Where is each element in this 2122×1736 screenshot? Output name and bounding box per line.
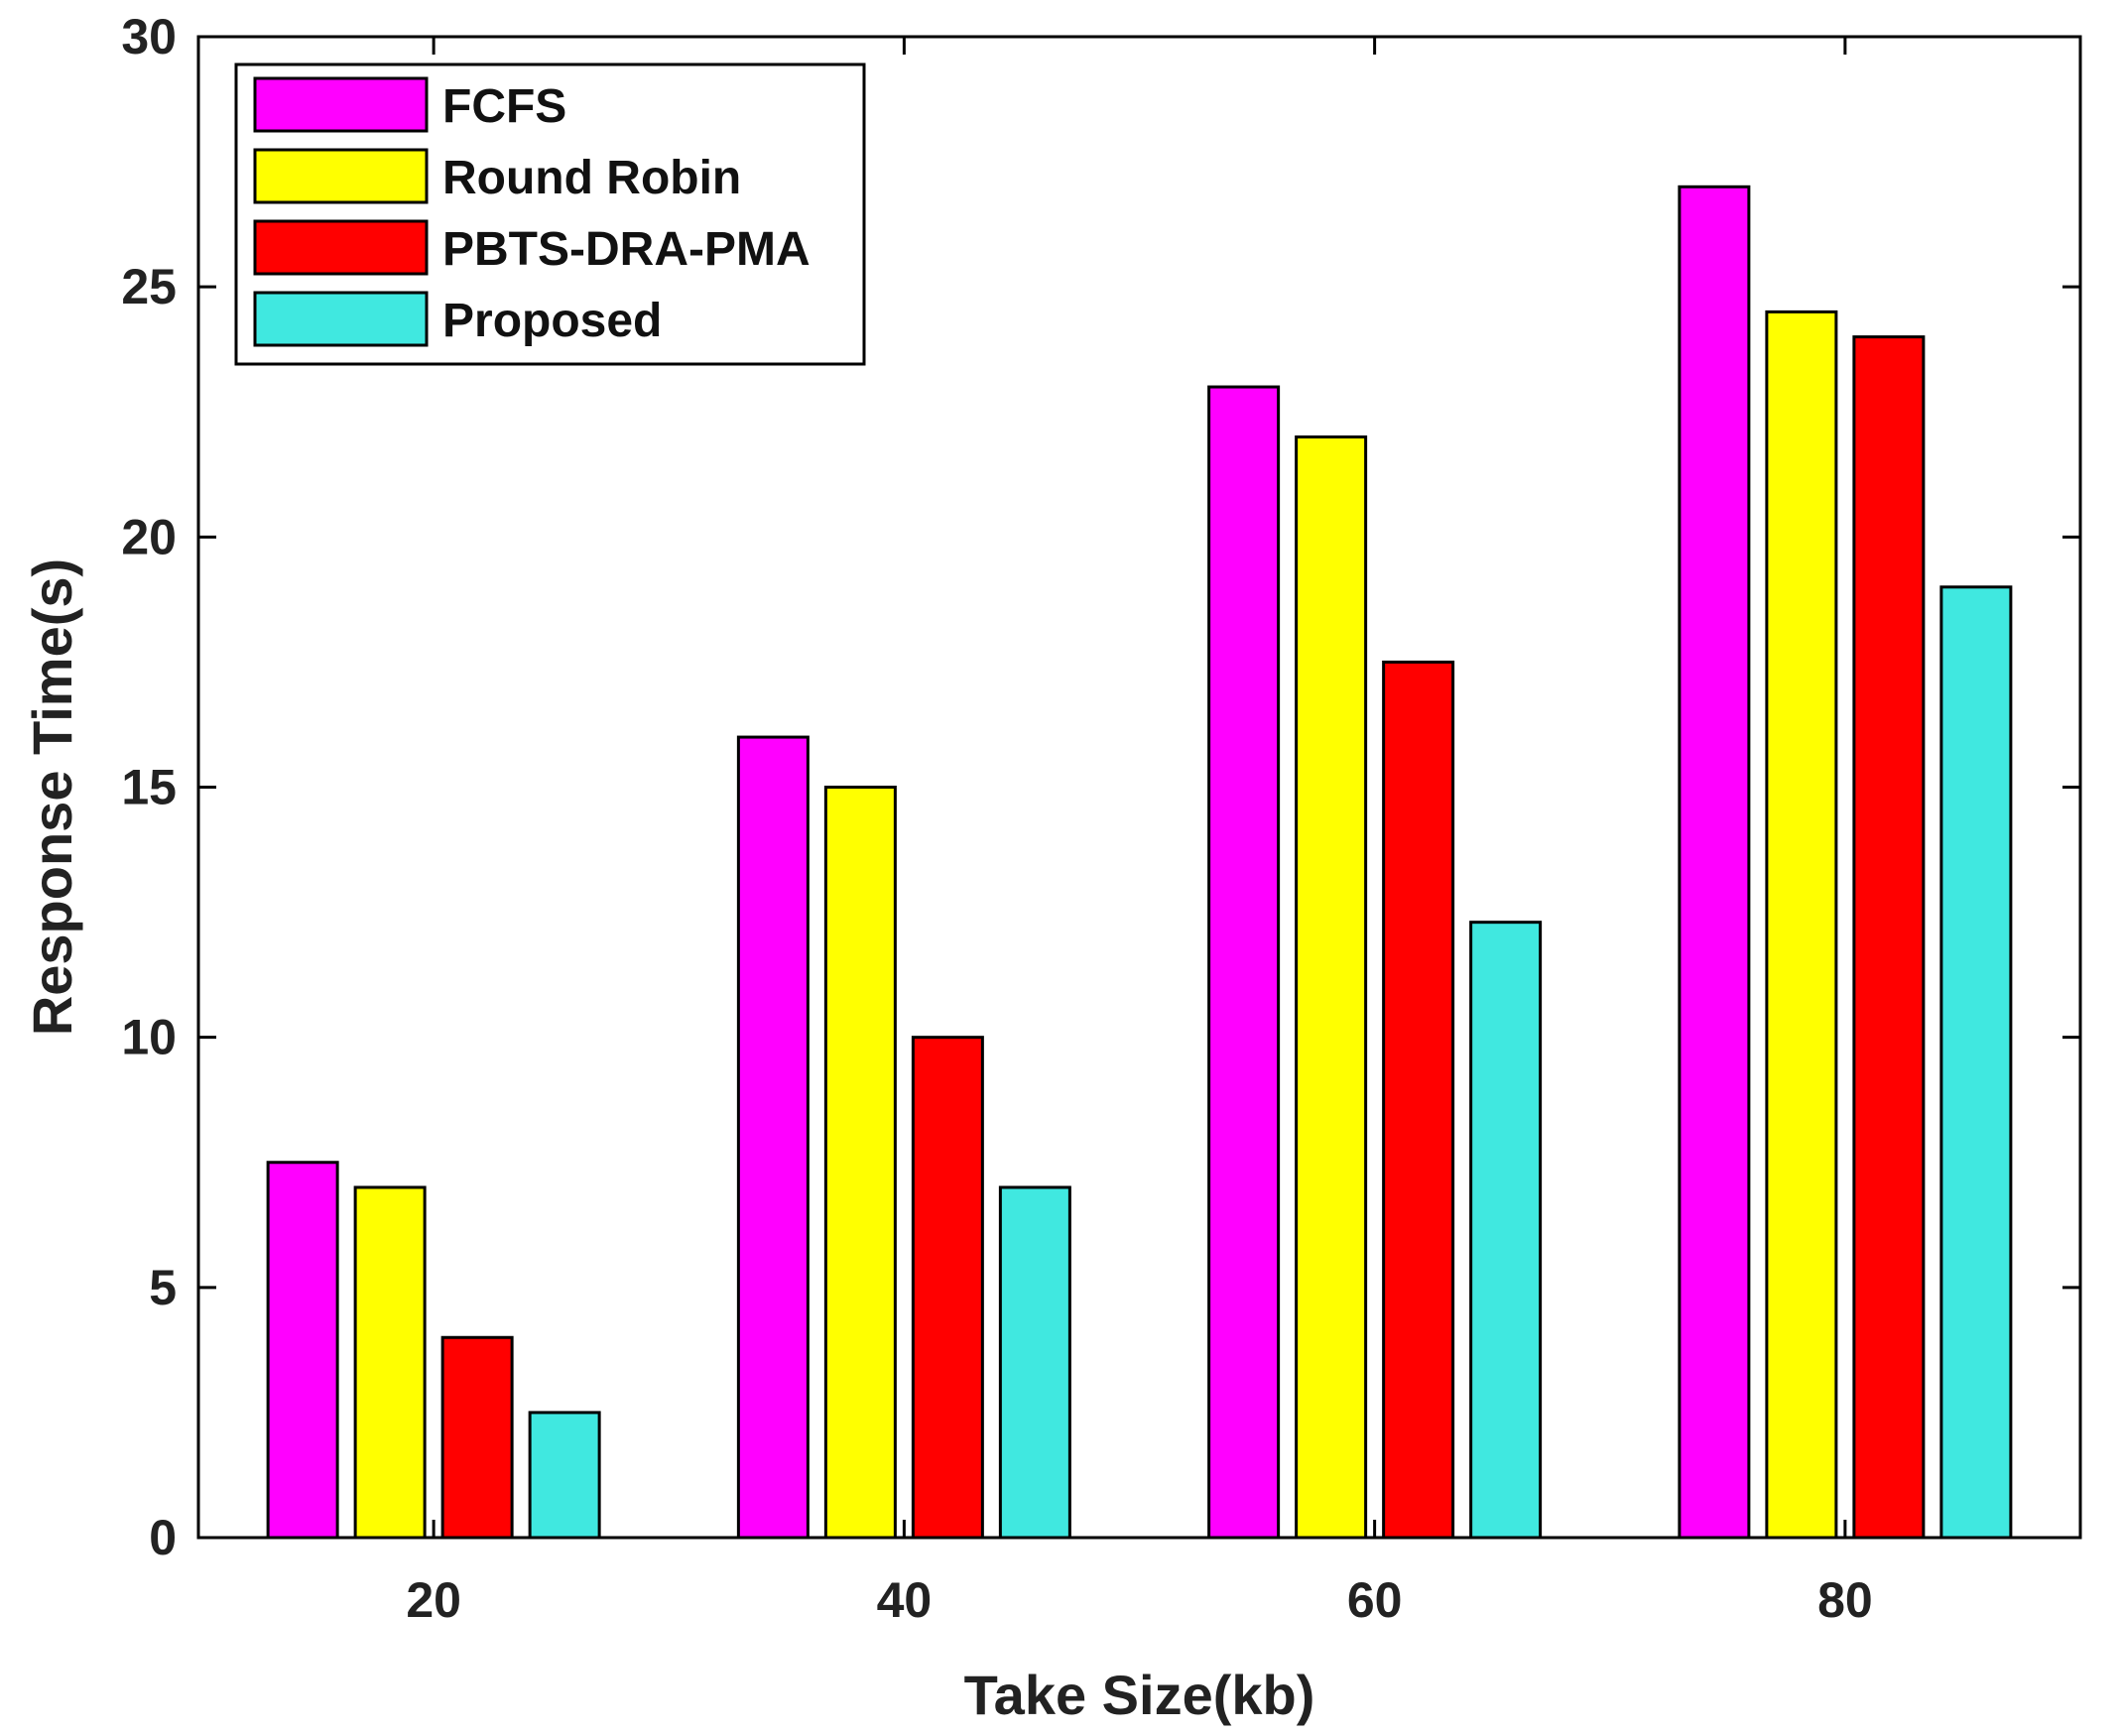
x-axis-title: Take Size(kb) [964,1664,1315,1726]
bar-fcfs-60 [1207,385,1281,1540]
x-tick-label: 20 [406,1572,461,1628]
x-tick-label: 40 [877,1572,933,1628]
legend-label: Proposed [442,295,662,347]
bar-pbts-dra-pma-60 [1382,660,1455,1540]
bar-round-robin-40 [823,786,897,1540]
bar-proposed-20 [528,1411,601,1540]
bar-fcfs-80 [1678,185,1751,1540]
bar-fcfs-20 [266,1161,339,1540]
y-tick-label: 25 [121,259,177,314]
bar-proposed-40 [998,1185,1071,1540]
bar-round-robin-20 [353,1185,427,1540]
y-tick-label: 5 [149,1260,177,1315]
bar-pbts-dra-pma-40 [911,1036,984,1540]
legend-swatch-round-robin [253,148,429,204]
bar-round-robin-60 [1295,434,1368,1540]
y-tick-label: 10 [121,1010,177,1065]
bar-proposed-80 [1939,585,2013,1540]
y-axis-title: Response Time(s) [21,558,83,1036]
y-tick-label: 30 [121,9,177,64]
bar-fcfs-40 [736,735,810,1540]
y-tick-label: 15 [121,760,177,815]
bar-proposed-60 [1469,921,1543,1540]
legend-swatch-pbts-dra-pma [253,219,429,276]
legend-label: PBTS-DRA-PMA [442,223,811,276]
ticks-group: 0 5 10 15 20 25 30 20 40 60 80 [121,9,2080,1628]
bar-pbts-dra-pma-80 [1852,335,1926,1540]
legend-swatch-proposed [253,291,429,347]
legend: FCFS Round Robin PBTS-DRA-PMA Proposed [234,62,866,366]
y-tick-label: 0 [149,1510,177,1565]
x-tick-label: 80 [1817,1572,1873,1628]
bar-round-robin-80 [1765,310,1838,1540]
x-tick-label: 60 [1347,1572,1403,1628]
bar-pbts-dra-pma-20 [440,1335,514,1540]
legend-label: Round Robin [442,152,741,204]
bars-group [266,185,2013,1540]
y-tick-label: 20 [121,509,177,564]
legend-swatch-fcfs [253,76,429,133]
legend-label: FCFS [442,80,566,133]
